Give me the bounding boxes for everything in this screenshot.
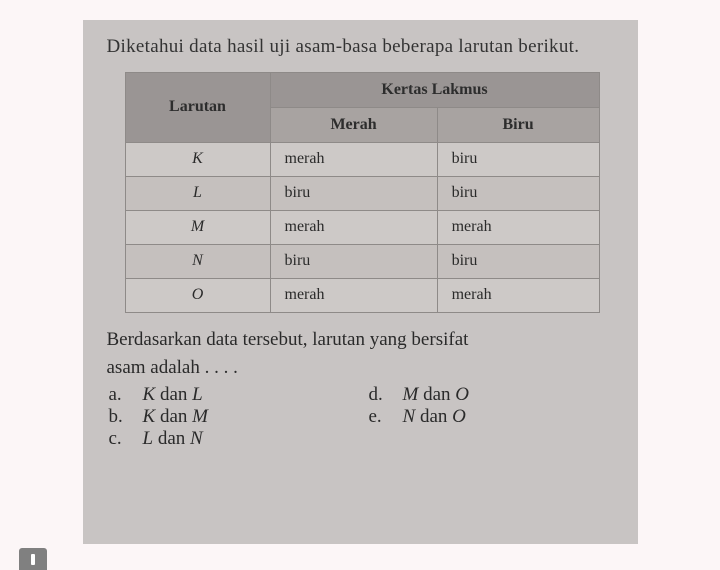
option-text: L dan N: [143, 428, 203, 450]
table-row: L biru biru: [125, 176, 599, 210]
option-text: K dan M: [143, 406, 208, 428]
option-text: N dan O: [403, 406, 466, 428]
option-d: d. M dan O: [369, 384, 470, 406]
cell-larutan: K: [125, 142, 270, 176]
table-row: N biru biru: [125, 244, 599, 278]
table-row: K merah biru: [125, 142, 599, 176]
cell-larutan: O: [125, 278, 270, 312]
cell-merah: merah: [270, 278, 437, 312]
question-line-2: asam adalah . . . .: [107, 355, 620, 382]
option-b: b. K dan M: [109, 406, 369, 428]
data-table: Larutan Kertas Lakmus Merah Biru K merah…: [125, 72, 600, 313]
cell-merah: biru: [270, 244, 437, 278]
option-letter: e.: [369, 406, 403, 428]
intro-text: Diketahui data hasil uji asam-basa beber…: [107, 34, 620, 60]
cell-biru: biru: [437, 244, 599, 278]
option-text: M dan O: [403, 384, 470, 406]
option-e: e. N dan O: [369, 406, 466, 428]
cell-larutan: L: [125, 176, 270, 210]
th-larutan: Larutan: [125, 72, 270, 142]
th-kertas-lakmus: Kertas Lakmus: [270, 72, 599, 107]
table-row: M merah merah: [125, 210, 599, 244]
options: a. K dan L d. M dan O b. K dan M e. N da…: [107, 384, 620, 450]
question-line-1: Berdasarkan data tersebut, larutan yang …: [107, 327, 620, 354]
option-letter: d.: [369, 384, 403, 406]
cell-biru: merah: [437, 278, 599, 312]
cell-larutan: M: [125, 210, 270, 244]
th-merah: Merah: [270, 107, 437, 142]
cell-biru: biru: [437, 176, 599, 210]
option-letter: a.: [109, 384, 143, 406]
cell-larutan: N: [125, 244, 270, 278]
cell-merah: merah: [270, 210, 437, 244]
cell-biru: merah: [437, 210, 599, 244]
page: Diketahui data hasil uji asam-basa beber…: [83, 20, 638, 544]
cell-merah: merah: [270, 142, 437, 176]
th-biru: Biru: [437, 107, 599, 142]
table-row: O merah merah: [125, 278, 599, 312]
option-a: a. K dan L: [109, 384, 369, 406]
option-letter: c.: [109, 428, 143, 450]
cell-merah: biru: [270, 176, 437, 210]
comment-icon[interactable]: [19, 548, 47, 570]
cell-biru: biru: [437, 142, 599, 176]
option-letter: b.: [109, 406, 143, 428]
option-c: c. L dan N: [109, 428, 369, 450]
option-text: K dan L: [143, 384, 203, 406]
